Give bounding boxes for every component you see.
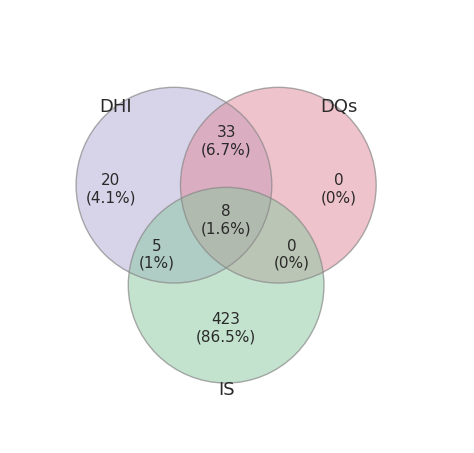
Text: 0
(0%): 0 (0%) (273, 239, 310, 271)
Text: 423
(86.5%): 423 (86.5%) (196, 313, 256, 345)
Text: 33
(6.7%): 33 (6.7%) (201, 125, 251, 158)
Circle shape (181, 87, 376, 283)
Text: DQs: DQs (320, 98, 358, 116)
Text: DHI: DHI (99, 98, 132, 116)
Text: 0
(0%): 0 (0%) (321, 173, 357, 206)
Circle shape (128, 188, 324, 383)
Text: 20
(4.1%): 20 (4.1%) (86, 173, 136, 206)
Text: IS: IS (218, 381, 235, 399)
Text: 8
(1.6%): 8 (1.6%) (201, 204, 251, 236)
Circle shape (76, 87, 272, 283)
Text: 5
(1%): 5 (1%) (138, 239, 174, 271)
